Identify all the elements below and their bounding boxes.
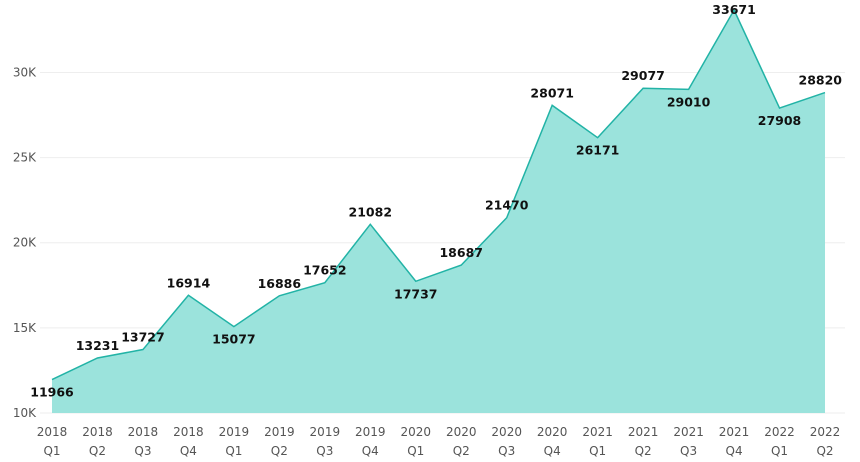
data-label: 29010 <box>667 94 711 109</box>
data-label: 13727 <box>121 330 165 345</box>
data-label: 17737 <box>394 286 438 301</box>
data-label: 27908 <box>758 113 802 128</box>
x-tick-label-year: 2019 <box>219 425 250 439</box>
x-tick-label-quarter: Q3 <box>680 444 697 458</box>
x-tick-label-year: 2018 <box>37 425 68 439</box>
x-tick-label-year: 2020 <box>400 425 431 439</box>
x-tick-label-year: 2022 <box>764 425 795 439</box>
x-tick-label-quarter: Q1 <box>407 444 424 458</box>
x-tick-label-year: 2020 <box>537 425 568 439</box>
x-tick-label-quarter: Q2 <box>89 444 106 458</box>
x-tick-label-quarter: Q2 <box>816 444 833 458</box>
x-tick-label-quarter: Q4 <box>180 444 197 458</box>
x-tick-label-quarter: Q3 <box>498 444 515 458</box>
x-tick-label-year: 2021 <box>673 425 704 439</box>
x-tick-label-quarter: Q2 <box>271 444 288 458</box>
y-tick-label: 25K <box>13 151 37 165</box>
series-line <box>51 8 826 381</box>
y-tick-label: 20K <box>13 236 37 250</box>
y-tick-label: 15K <box>13 321 37 335</box>
x-tick-label-year: 2020 <box>491 425 522 439</box>
data-label: 21082 <box>349 204 393 219</box>
x-tick-label-year: 2021 <box>628 425 659 439</box>
x-axis: 2018 Q1 2018 Q2 2018 Q3 2018 Q4 2019 Q1 2019 Q2 2019… <box>37 425 841 458</box>
x-tick-label-year: 2022 <box>810 425 841 439</box>
x-tick-label-quarter: Q3 <box>316 444 333 458</box>
area-fill <box>52 10 825 413</box>
data-label: 28820 <box>799 73 843 88</box>
x-tick-label-quarter: Q3 <box>134 444 151 458</box>
x-tick-label-quarter: Q1 <box>225 444 242 458</box>
x-tick-label-quarter: Q4 <box>362 444 379 458</box>
x-tick-label-year: 2018 <box>128 425 159 439</box>
data-label: 15077 <box>212 332 256 347</box>
data-label: 16914 <box>167 275 211 290</box>
x-tick-label-year: 2021 <box>719 425 750 439</box>
y-tick-label: 10K <box>13 406 37 420</box>
x-tick-label-year: 2018 <box>173 425 204 439</box>
data-label: 21470 <box>485 198 529 213</box>
x-tick-label-quarter: Q2 <box>453 444 470 458</box>
data-label: 28071 <box>530 85 574 100</box>
x-tick-label-quarter: Q1 <box>771 444 788 458</box>
x-tick-label-quarter: Q4 <box>544 444 561 458</box>
y-axis: 10K 15K 20K 25K 30K <box>13 65 37 420</box>
x-tick-label-quarter: Q1 <box>589 444 606 458</box>
data-label: 17652 <box>303 263 347 278</box>
data-label: 16886 <box>258 276 302 291</box>
x-tick-label-quarter: Q2 <box>635 444 652 458</box>
x-tick-label-year: 2019 <box>355 425 386 439</box>
data-label: 13231 <box>76 338 120 353</box>
x-tick-label-year: 2018 <box>82 425 113 439</box>
x-tick-label-quarter: Q1 <box>43 444 60 458</box>
data-label: 18687 <box>439 245 483 260</box>
data-label: 29077 <box>621 68 665 83</box>
data-label: 11966 <box>30 385 74 400</box>
x-tick-label-year: 2019 <box>264 425 295 439</box>
data-label: 33671 <box>712 2 756 17</box>
x-tick-label-year: 2021 <box>582 425 613 439</box>
y-tick-label: 30K <box>13 65 37 79</box>
data-label: 26171 <box>576 143 620 158</box>
x-tick-label-quarter: Q4 <box>726 444 743 458</box>
x-tick-label-year: 2019 <box>310 425 341 439</box>
x-tick-label-year: 2020 <box>446 425 477 439</box>
